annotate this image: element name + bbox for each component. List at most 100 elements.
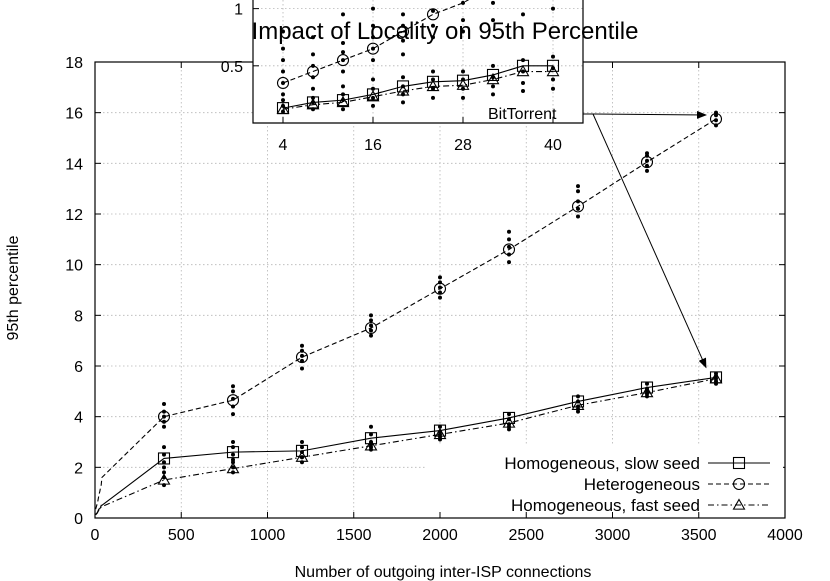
inset-trial-point [491, 18, 495, 23]
y-tick-label: 12 [65, 207, 83, 224]
trial-point [507, 237, 511, 242]
annotation-bittorrent-label: BitTorrent [488, 106, 557, 123]
series-line-homogeneous-fast-seed [95, 378, 717, 516]
data-point-heterogeneous [709, 112, 723, 126]
trial-point [300, 358, 304, 363]
trial-point [645, 158, 649, 163]
trial-point [507, 427, 511, 432]
trial-point [507, 244, 511, 249]
data-point-heterogeneous [157, 410, 171, 423]
trial-point [576, 189, 580, 194]
axes: 0 500 1000 1500 2000 2500 3000 3500 4000 0 2 4 6 8 10 1… [65, 55, 803, 544]
y-tick-label: 18 [65, 55, 83, 72]
data-point-homogeneous-fast-seed [502, 416, 516, 428]
x-tick-label: 4000 [767, 527, 803, 544]
series-group [95, 110, 723, 516]
data-point-heterogeneous [640, 156, 654, 169]
inset-trial-point [341, 84, 345, 89]
inset-y-tick-label: 0.5 [221, 59, 243, 76]
inset-data-point-homogeneous-fast-seed [456, 78, 470, 90]
y-tick-label: 10 [65, 258, 83, 275]
data-point-homogeneous-slow-seed [364, 432, 378, 445]
legend-marker-heterogeneous [732, 477, 746, 491]
inset-data-point-heterogeneous [306, 65, 320, 78]
inset-data-point-homogeneous-slow-seed [396, 80, 410, 93]
data-point-heterogeneous [226, 394, 240, 407]
data-point-homogeneous-slow-seed [571, 395, 585, 408]
inset-trial-point [401, 92, 405, 97]
inset-frame [252, 0, 584, 124]
inset-data-point-homogeneous-slow-seed [456, 74, 470, 87]
inset-trial-point [281, 29, 285, 34]
data-point-homogeneous-fast-seed [157, 473, 171, 485]
inset-trial-point [281, 46, 285, 51]
trial-point [162, 470, 166, 475]
trial-point [162, 424, 166, 429]
trial-point [507, 229, 511, 234]
y-axis-title: 95th percentile [5, 235, 22, 340]
trial-point [300, 440, 304, 444]
inset-trial-point [491, 0, 495, 5]
inset-trial-point [401, 100, 405, 105]
inset-trial-point [401, 38, 405, 43]
trial-point [507, 260, 511, 265]
trial-point [231, 452, 235, 457]
inset-trial-point [281, 69, 285, 74]
inset-trial-point [521, 80, 525, 85]
inset-trial-point [281, 58, 285, 63]
trial-point [231, 389, 235, 394]
trial-point [576, 409, 580, 414]
series-line-heterogeneous [95, 118, 717, 510]
inset-trial-point [341, 12, 345, 17]
legend-label-heterogeneous: Heterogeneous [584, 475, 700, 494]
inset-trial-point [311, 35, 315, 40]
trial-point [645, 151, 649, 156]
data-point-homogeneous-fast-seed [364, 439, 378, 451]
inset-trial-point [311, 52, 315, 57]
trial-point [645, 381, 649, 386]
x-tick-label: 0 [91, 527, 100, 544]
x-tick-label: 2000 [422, 527, 458, 544]
legend-marker-homogeneous-slow-seed [732, 456, 746, 470]
inset-trial-point [461, 95, 465, 100]
x-tick-label: 3000 [595, 527, 631, 544]
inset-data-point-homogeneous-slow-seed [306, 96, 320, 109]
legend-background [425, 446, 783, 512]
inset-trial-point [281, 92, 285, 97]
trial-point [300, 445, 304, 450]
inset-trial-point [371, 103, 375, 108]
inset-x-tick-label: 4 [279, 137, 288, 154]
trial-point [300, 366, 304, 371]
inset-data-point-heterogeneous [396, 25, 410, 38]
trial-point [162, 402, 166, 406]
inset-trial-point [341, 40, 345, 45]
legend-marker-homogeneous-fast-seed [732, 498, 746, 510]
inset-trial-point [521, 12, 525, 17]
inset-data-point-homogeneous-fast-seed [426, 79, 440, 92]
data-point-heterogeneous [295, 351, 309, 364]
inset-data-point-heterogeneous [426, 8, 440, 21]
trial-point [507, 412, 511, 417]
trial-point [162, 414, 166, 419]
x-axis-title: Number of outgoing inter-ISP connections [295, 564, 592, 581]
inset-x-tick-label: 40 [544, 137, 562, 154]
trial-point [162, 445, 166, 450]
inset-trial-point [431, 8, 435, 13]
inset-trial-point [461, 18, 465, 23]
data-point-homogeneous-slow-seed [226, 446, 240, 459]
trial-point [369, 432, 373, 437]
inset-data-point-homogeneous-fast-seed [366, 90, 380, 102]
inset-trial-point [371, 35, 375, 40]
inset-trial-point [281, 109, 285, 114]
inset-trial-point [431, 77, 435, 82]
x-tick-label: 1000 [250, 527, 286, 544]
inset-data-point-homogeneous-slow-seed [486, 68, 500, 82]
trial-point [300, 343, 304, 348]
trial-point [576, 214, 580, 219]
inset-data-point-homogeneous-fast-seed [276, 102, 290, 114]
annotation-arrow [592, 110, 707, 119]
inset-trial-point [401, 52, 405, 57]
inset-trial-point [341, 107, 345, 112]
